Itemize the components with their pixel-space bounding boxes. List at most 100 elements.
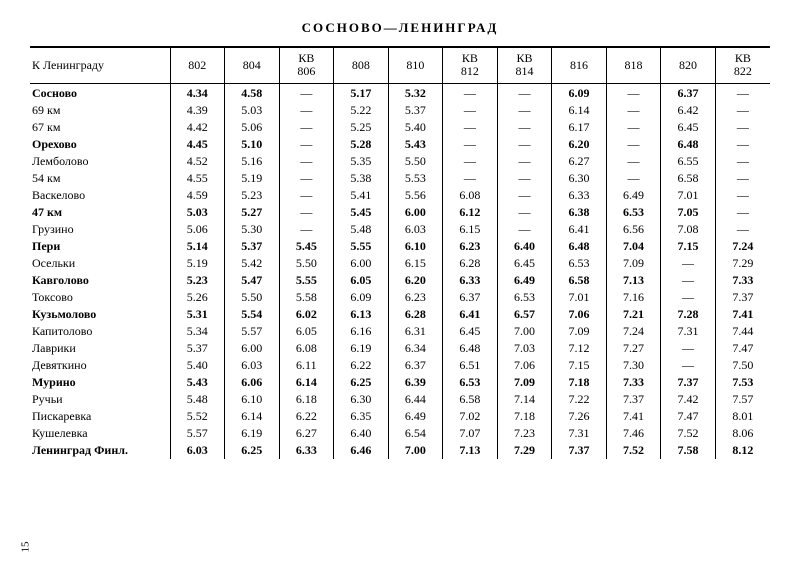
header-train-810: 810 xyxy=(388,47,443,84)
time-cell: 5.54 xyxy=(225,306,280,323)
time-cell: 5.37 xyxy=(388,102,443,119)
train-number: 814 xyxy=(515,64,533,78)
time-cell: 7.52 xyxy=(606,442,661,459)
time-cell: 6.55 xyxy=(661,153,716,170)
header-train-804: 804 xyxy=(225,47,280,84)
table-row: 54 км4.555.19—5.385.53——6.30—6.58— xyxy=(30,170,770,187)
time-cell: — xyxy=(715,136,770,153)
time-cell: 4.39 xyxy=(170,102,225,119)
time-cell: 6.03 xyxy=(388,221,443,238)
time-cell: 6.15 xyxy=(388,255,443,272)
time-cell: 5.45 xyxy=(279,238,334,255)
train-number: 810 xyxy=(406,58,424,72)
station-name: Лемболово xyxy=(30,153,170,170)
time-cell: 7.15 xyxy=(661,238,716,255)
time-cell: 5.56 xyxy=(388,187,443,204)
time-cell: 7.47 xyxy=(661,408,716,425)
station-name: Пискаревка xyxy=(30,408,170,425)
time-cell: — xyxy=(715,119,770,136)
time-cell: 6.58 xyxy=(552,272,607,289)
time-cell: 7.53 xyxy=(715,374,770,391)
time-cell: 6.41 xyxy=(552,221,607,238)
time-cell: — xyxy=(661,272,716,289)
table-row: Пери5.145.375.455.556.106.236.406.487.04… xyxy=(30,238,770,255)
time-cell: 6.37 xyxy=(388,357,443,374)
time-cell: 6.40 xyxy=(497,238,552,255)
table-row: Капитолово5.345.576.056.166.316.457.007.… xyxy=(30,323,770,340)
time-cell: 4.55 xyxy=(170,170,225,187)
time-cell: 7.06 xyxy=(552,306,607,323)
time-cell: 7.04 xyxy=(606,238,661,255)
time-cell: — xyxy=(715,102,770,119)
time-cell: — xyxy=(661,255,716,272)
time-cell: — xyxy=(661,289,716,306)
station-name: Осельки xyxy=(30,255,170,272)
time-cell: 5.25 xyxy=(334,119,389,136)
time-cell: 6.06 xyxy=(225,374,280,391)
time-cell: 5.40 xyxy=(388,119,443,136)
time-cell: 6.11 xyxy=(279,357,334,374)
time-cell: 6.05 xyxy=(334,272,389,289)
time-cell: 5.45 xyxy=(334,204,389,221)
time-cell: 5.37 xyxy=(170,340,225,357)
time-cell: 6.48 xyxy=(443,340,498,357)
table-row: Ручьи5.486.106.186.306.446.587.147.227.3… xyxy=(30,391,770,408)
time-cell: — xyxy=(606,153,661,170)
time-cell: 5.32 xyxy=(388,84,443,103)
time-cell: 6.20 xyxy=(388,272,443,289)
station-name: Васкелово xyxy=(30,187,170,204)
time-cell: — xyxy=(497,119,552,136)
header-train-814: КВ814 xyxy=(497,47,552,84)
time-cell: — xyxy=(661,340,716,357)
time-cell: 6.14 xyxy=(225,408,280,425)
time-cell: 6.51 xyxy=(443,357,498,374)
time-cell: 5.31 xyxy=(170,306,225,323)
time-cell: 7.02 xyxy=(443,408,498,425)
timetable-body: Сосново4.344.58—5.175.32——6.09—6.37—69 к… xyxy=(30,84,770,460)
time-cell: — xyxy=(606,102,661,119)
time-cell: — xyxy=(443,84,498,103)
time-cell: 7.41 xyxy=(715,306,770,323)
kv-label: КВ xyxy=(283,52,331,64)
time-cell: 5.53 xyxy=(388,170,443,187)
time-cell: 6.12 xyxy=(443,204,498,221)
time-cell: 6.30 xyxy=(552,170,607,187)
time-cell: 5.06 xyxy=(170,221,225,238)
time-cell: 7.37 xyxy=(606,391,661,408)
time-cell: 6.27 xyxy=(552,153,607,170)
time-cell: 5.55 xyxy=(279,272,334,289)
time-cell: 5.57 xyxy=(225,323,280,340)
train-number: 822 xyxy=(734,64,752,78)
time-cell: — xyxy=(279,119,334,136)
header-train-822: КВ822 xyxy=(715,47,770,84)
time-cell: 7.37 xyxy=(552,442,607,459)
time-cell: 7.50 xyxy=(715,357,770,374)
time-cell: 7.05 xyxy=(661,204,716,221)
time-cell: 4.58 xyxy=(225,84,280,103)
time-cell: 5.50 xyxy=(388,153,443,170)
time-cell: 5.57 xyxy=(170,425,225,442)
time-cell: 5.16 xyxy=(225,153,280,170)
kv-label: КВ xyxy=(719,52,767,64)
station-name: Кавголово xyxy=(30,272,170,289)
time-cell: 6.10 xyxy=(388,238,443,255)
time-cell: 7.18 xyxy=(497,408,552,425)
time-cell: 6.13 xyxy=(334,306,389,323)
time-cell: 7.07 xyxy=(443,425,498,442)
table-row: Девяткино5.406.036.116.226.376.517.067.1… xyxy=(30,357,770,374)
time-cell: 6.25 xyxy=(225,442,280,459)
time-cell: — xyxy=(606,119,661,136)
header-train-816: 816 xyxy=(552,47,607,84)
time-cell: 6.19 xyxy=(225,425,280,442)
time-cell: — xyxy=(279,170,334,187)
time-cell: — xyxy=(497,136,552,153)
time-cell: 5.41 xyxy=(334,187,389,204)
time-cell: 6.08 xyxy=(279,340,334,357)
header-station: К Ленинграду xyxy=(30,47,170,84)
time-cell: 5.34 xyxy=(170,323,225,340)
time-cell: 6.48 xyxy=(661,136,716,153)
time-cell: — xyxy=(497,221,552,238)
time-cell: 8.12 xyxy=(715,442,770,459)
time-cell: 7.12 xyxy=(552,340,607,357)
time-cell: 6.22 xyxy=(334,357,389,374)
